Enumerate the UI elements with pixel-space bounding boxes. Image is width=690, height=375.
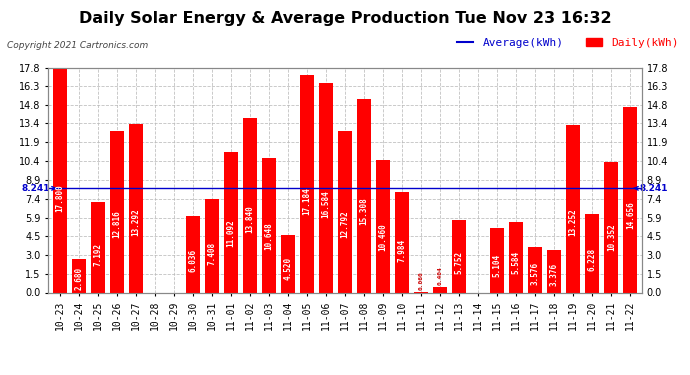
Text: 5.752: 5.752 [455,251,464,273]
Bar [395,192,409,292]
Bar [433,287,447,292]
Text: 0.060: 0.060 [419,271,424,290]
Text: 11.092: 11.092 [226,220,235,248]
Bar [90,202,105,292]
Bar [604,162,618,292]
Text: 13.840: 13.840 [246,205,255,233]
Text: Daily Solar Energy & Average Production Tue Nov 23 16:32: Daily Solar Energy & Average Production … [79,11,611,26]
Bar [205,199,219,292]
Bar [300,75,314,292]
Bar [376,160,390,292]
Text: 3.376: 3.376 [550,263,559,286]
Text: 5.104: 5.104 [493,254,502,277]
Text: 2.680: 2.680 [75,267,83,290]
Text: 6.036: 6.036 [188,249,197,272]
Text: 10.648: 10.648 [264,222,273,250]
Bar [186,216,200,292]
Bar [338,131,352,292]
Text: 5.584: 5.584 [512,251,521,274]
Text: 8.241: 8.241 [634,184,669,193]
Bar [566,125,580,292]
Bar [319,83,333,292]
Bar [281,236,295,292]
Text: 13.292: 13.292 [131,208,140,236]
Bar [128,124,143,292]
Bar [72,259,86,292]
Bar [509,222,523,292]
Text: 10.352: 10.352 [607,224,615,251]
Text: 17.184: 17.184 [302,188,311,215]
Bar [357,99,371,292]
Text: 17.800: 17.800 [55,184,64,212]
Text: 8.241: 8.241 [21,184,56,193]
Text: 3.576: 3.576 [531,262,540,285]
Bar [528,247,542,292]
Bar [490,228,504,292]
Legend: Average(kWh), Daily(kWh): Average(kWh), Daily(kWh) [453,34,683,53]
Text: 7.192: 7.192 [93,243,102,266]
Bar [243,117,257,292]
Bar [623,107,638,292]
Text: 14.656: 14.656 [626,201,635,229]
Bar [52,68,67,292]
Text: 10.460: 10.460 [379,223,388,251]
Text: 13.252: 13.252 [569,208,578,236]
Text: 7.984: 7.984 [397,238,406,262]
Bar [262,158,276,292]
Bar [224,152,238,292]
Text: 15.308: 15.308 [359,197,368,225]
Bar [585,214,600,292]
Text: Copyright 2021 Cartronics.com: Copyright 2021 Cartronics.com [7,41,148,50]
Text: 12.816: 12.816 [112,211,121,238]
Bar [110,130,124,292]
Text: 16.584: 16.584 [322,190,331,218]
Text: 6.228: 6.228 [588,248,597,271]
Text: 0.404: 0.404 [437,267,442,285]
Text: 7.408: 7.408 [208,242,217,265]
Text: 4.520: 4.520 [284,257,293,280]
Text: 12.792: 12.792 [340,211,350,238]
Bar [547,250,562,292]
Bar [452,220,466,292]
